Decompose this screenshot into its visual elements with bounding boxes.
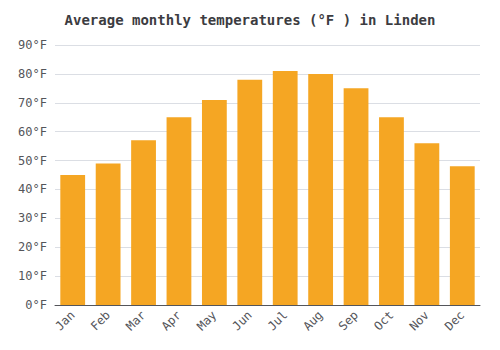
svg-text:0°F: 0°F bbox=[25, 298, 47, 312]
svg-text:20°F: 20°F bbox=[18, 240, 47, 254]
svg-text:Feb: Feb bbox=[88, 308, 113, 333]
svg-text:Sep: Sep bbox=[336, 308, 361, 333]
svg-text:Jul: Jul bbox=[265, 308, 290, 333]
svg-text:Oct: Oct bbox=[371, 308, 396, 333]
svg-text:Aug: Aug bbox=[300, 308, 325, 333]
svg-text:Jun: Jun bbox=[230, 308, 255, 333]
svg-text:Average monthly temperatures (: Average monthly temperatures (°F ) in Li… bbox=[65, 12, 436, 28]
svg-text:50°F: 50°F bbox=[18, 154, 47, 168]
svg-text:Mar: Mar bbox=[123, 308, 148, 333]
svg-text:40°F: 40°F bbox=[18, 182, 47, 196]
svg-text:10°F: 10°F bbox=[18, 269, 47, 283]
svg-text:Dec: Dec bbox=[442, 308, 467, 333]
svg-text:70°F: 70°F bbox=[18, 96, 47, 110]
svg-text:30°F: 30°F bbox=[18, 211, 47, 225]
svg-text:80°F: 80°F bbox=[18, 67, 47, 81]
svg-text:Apr: Apr bbox=[159, 308, 184, 333]
svg-text:Nov: Nov bbox=[407, 308, 432, 333]
svg-text:May: May bbox=[194, 308, 219, 333]
svg-text:Jan: Jan bbox=[52, 308, 77, 333]
svg-text:90°F: 90°F bbox=[18, 38, 47, 52]
svg-text:60°F: 60°F bbox=[18, 125, 47, 139]
